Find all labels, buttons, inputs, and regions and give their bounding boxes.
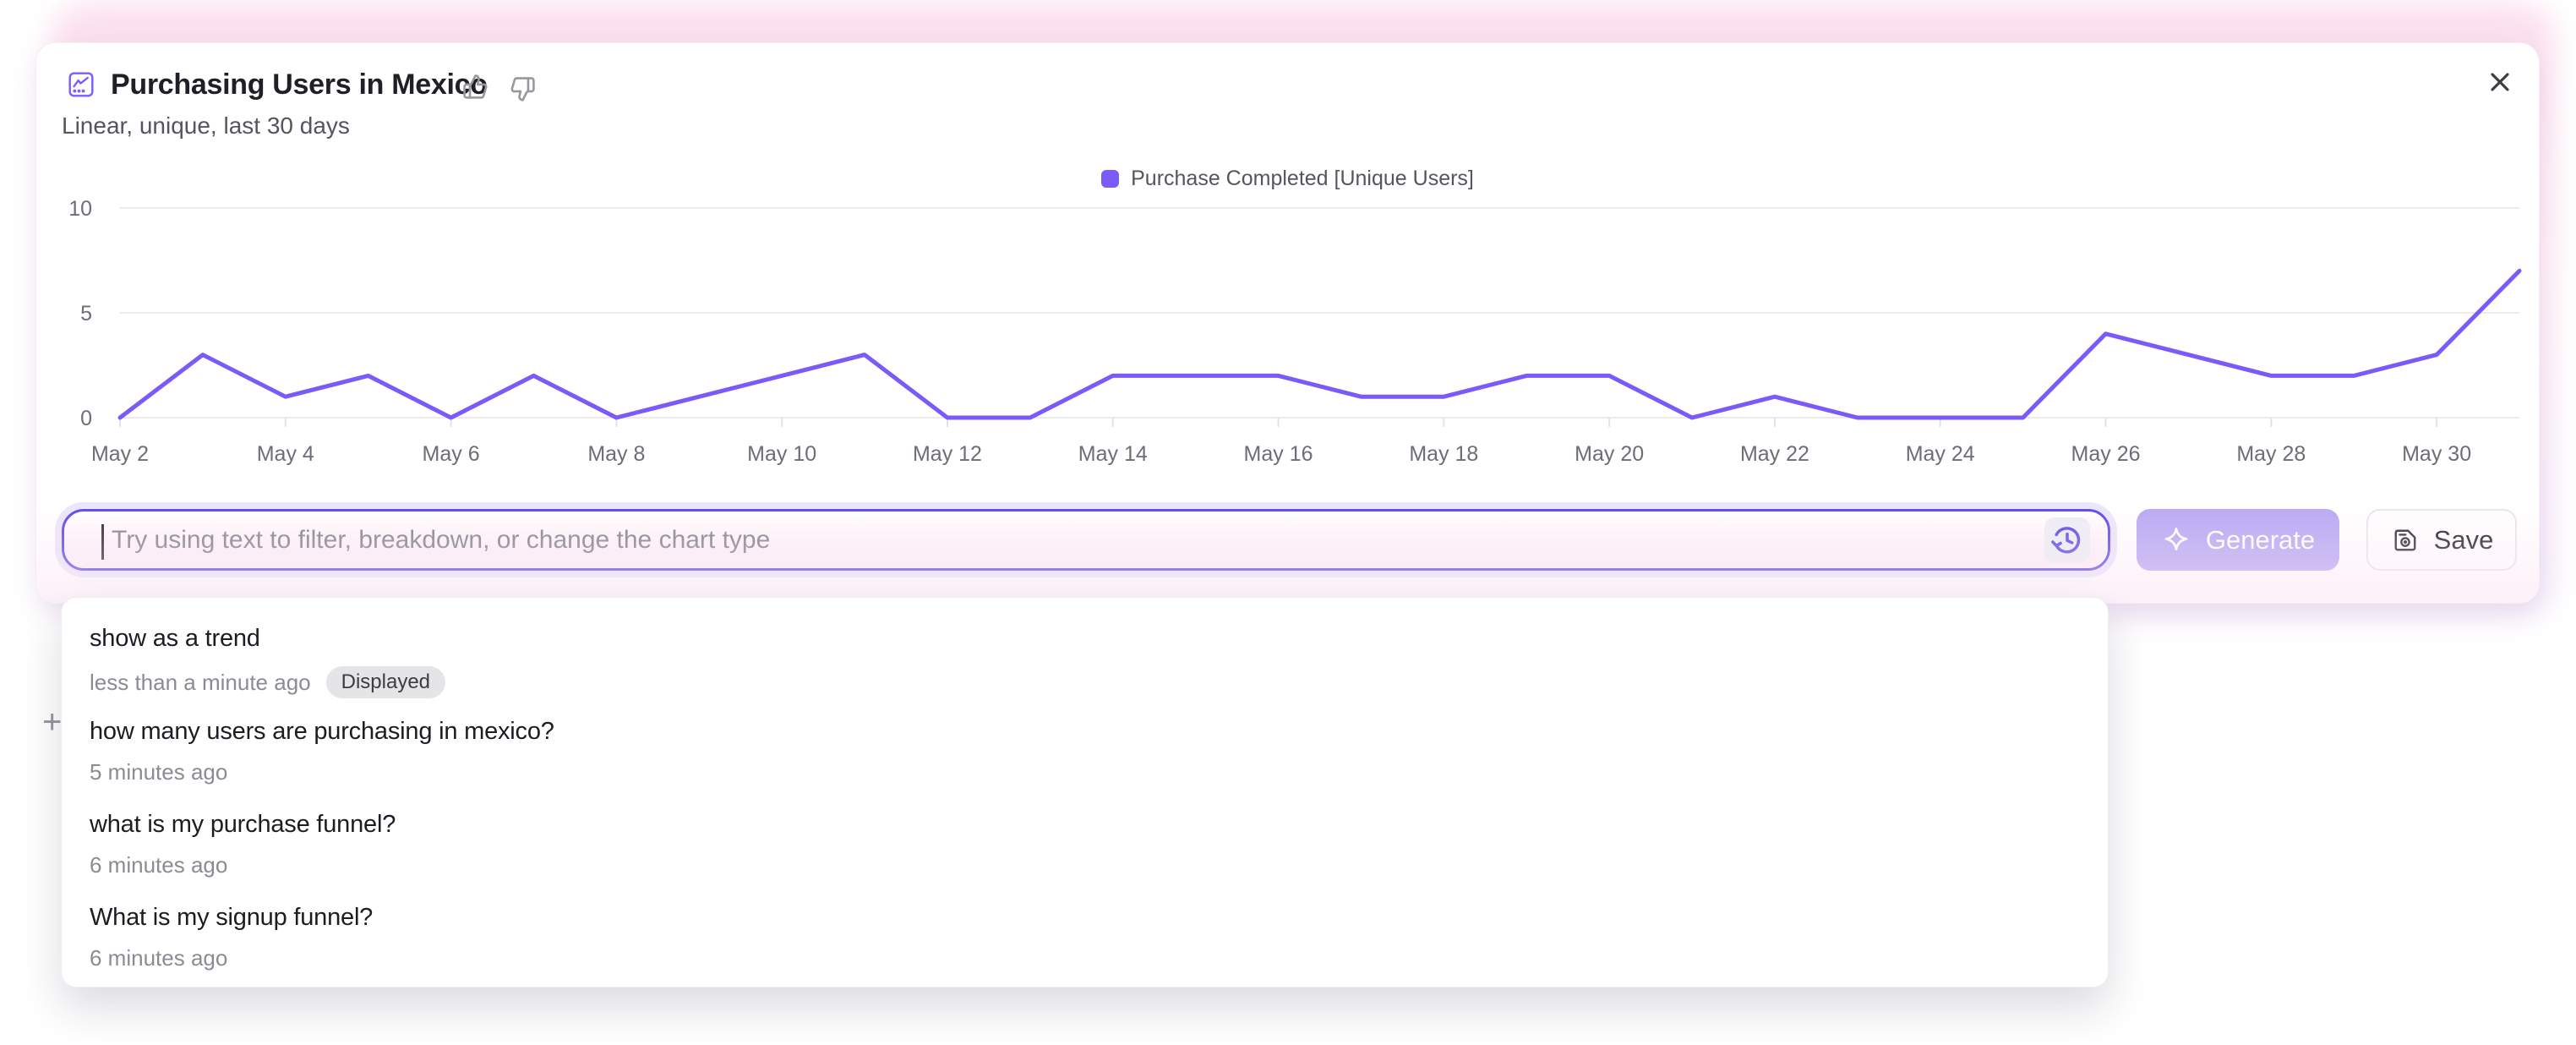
history-item-query: show as a trend [90, 625, 260, 652]
trend-line[interactable] [117, 268, 2522, 420]
history-button[interactable] [2044, 517, 2090, 563]
close-button[interactable] [2483, 65, 2517, 99]
x-axis-label: May 26 [2071, 442, 2141, 466]
x-axis-label: May 10 [747, 442, 816, 466]
x-axis-label: May 8 [587, 442, 645, 466]
x-axis-label: May 2 [91, 442, 149, 466]
chart-card: Purchasing Users in Mexico Linear, uniqu… [35, 42, 2540, 604]
prompt-input[interactable]: Try using text to filter, breakdown, or … [62, 509, 2110, 571]
x-axis-label: May 6 [423, 442, 480, 466]
history-item[interactable]: how many users are purchasing in mexico?… [62, 699, 2108, 792]
legend-label: Purchase Completed [Unique Users] [1131, 167, 1474, 190]
history-item-time: less than a minute ago [90, 669, 311, 695]
text-caret [101, 524, 104, 560]
chart-svg: 0 5 10 May 2 May 4 May 6 May 8 May 10 May 12 May … [68, 197, 2522, 466]
x-axis-label: May 16 [1244, 442, 1313, 466]
prompt-placeholder: Try using text to filter, breakdown, or … [112, 525, 771, 554]
generate-button[interactable]: Generate [2137, 509, 2339, 571]
generate-label: Generate [2205, 524, 2316, 555]
chart-legend[interactable]: Purchase Completed [Unique Users] [36, 167, 2539, 191]
y-axis-label: 5 [80, 302, 92, 326]
page-title: Purchasing Users in Mexico [111, 68, 488, 101]
x-axis-label: May 30 [2402, 442, 2471, 466]
history-item-query: what is my purchase funnel? [90, 811, 396, 838]
save-button[interactable]: Save [2366, 509, 2517, 571]
close-icon [2491, 73, 2509, 91]
history-item[interactable]: What is my signup funnel? 6 minutes ago [62, 885, 2108, 978]
history-icon [2051, 527, 2081, 554]
y-axis-label: 10 [68, 197, 92, 221]
legend-swatch [1101, 170, 1120, 188]
history-item[interactable]: show as a trend less than a minute ago D… [62, 606, 2108, 699]
displayed-badge: Displayed [325, 666, 446, 698]
line-chart-icon [68, 72, 94, 97]
history-item-time: 6 minutes ago [90, 945, 228, 971]
history-item-query: What is my signup funnel? [90, 904, 374, 931]
x-axis-label: May 14 [1078, 442, 1148, 466]
history-item-time: 6 minutes ago [90, 852, 228, 878]
x-axis-label: May 12 [913, 442, 982, 466]
x-axis-label: May 24 [1906, 442, 1975, 466]
plus-icon[interactable]: + [42, 703, 63, 741]
x-axis-label: May 18 [1409, 442, 1478, 466]
x-axis-label: May 22 [1740, 442, 1809, 466]
x-axis-label: May 4 [257, 442, 314, 466]
y-axis-label: 0 [80, 407, 92, 430]
history-dropdown: show as a trend less than a minute ago D… [61, 597, 2109, 988]
x-axis-label: May 20 [1575, 442, 1644, 466]
history-item-time: 5 minutes ago [90, 759, 228, 785]
chart-subtitle: Linear, unique, last 30 days [62, 112, 350, 139]
thumbs-down-icon[interactable] [510, 76, 536, 102]
thumbs-up-icon[interactable] [462, 74, 488, 100]
save-icon [2394, 529, 2416, 550]
save-label: Save [2433, 524, 2494, 555]
history-item-query: how many users are purchasing in mexico? [90, 718, 554, 745]
history-item[interactable]: what is my purchase funnel? 6 minutes ag… [62, 792, 2108, 885]
sparkle-icon [2164, 527, 2188, 550]
x-axis-label: May 28 [2236, 442, 2306, 466]
